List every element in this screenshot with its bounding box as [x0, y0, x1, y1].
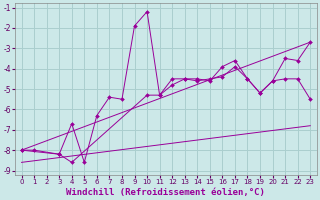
X-axis label: Windchill (Refroidissement éolien,°C): Windchill (Refroidissement éolien,°C): [67, 188, 265, 197]
